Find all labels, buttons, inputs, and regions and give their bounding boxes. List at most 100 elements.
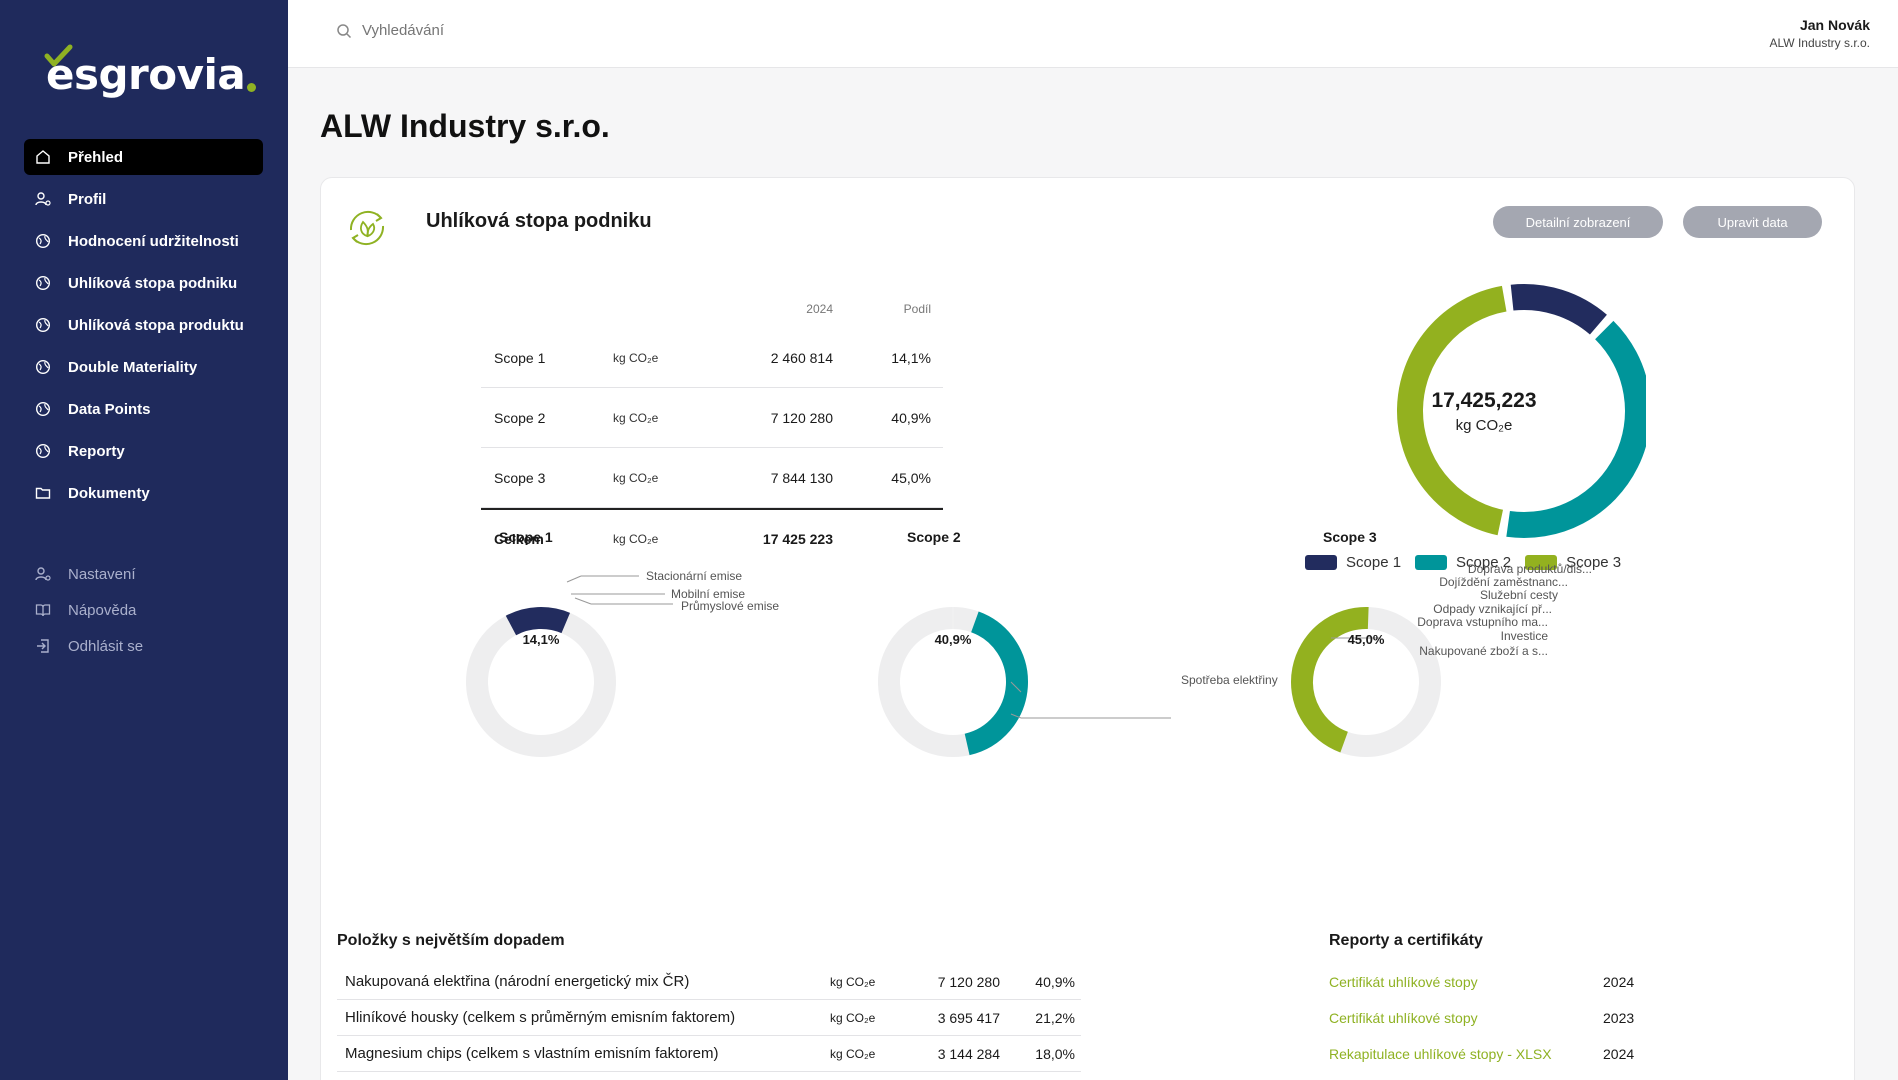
total-emissions-donut [1397,284,1646,538]
sidebar-item-label: Uhlíková stopa podniku [68,274,238,292]
mini-donut-track [466,607,616,757]
scope3-label: Dojíždění zaměstnanc... [1439,575,1568,589]
logo-check-icon [44,44,73,67]
sidebar-item-nápověda[interactable]: Nápověda [24,595,263,625]
sidebar-item-hodnocení-udržitelnosti[interactable]: Hodnocení udržitelnosti [24,223,263,259]
total-unit: kg CO₂e [613,532,659,546]
donut-total: 17,425,223 [1431,389,1537,412]
impact-share: 18,0% [1035,1045,1075,1062]
user-company: ALW Industry s.r.o. [1769,36,1870,50]
user-gear-icon [34,565,52,583]
impact-title: Položky s největším dopadem [337,932,565,949]
sidebar-item-dokumenty[interactable]: Dokumenty [24,475,263,511]
logo-text: esgrovia [46,50,246,99]
total-name: Celkem [494,531,544,547]
search-icon [337,23,352,38]
sidebar-item-odhlásit-se[interactable]: Odhlásit se [24,631,263,661]
leader-line [574,597,592,605]
folder-icon [34,484,52,502]
report-link[interactable]: Certifikát uhlíkové stopy [1329,1010,1478,1026]
leaf-cycle-icon [349,210,385,246]
card-title: Uhlíková stopa podniku [426,210,652,232]
legend-label: Scope 3 [1566,554,1622,571]
user-menu[interactable]: Jan Novák ALW Industry s.r.o. [1770,17,1870,50]
scope-name: Scope 1 [494,349,546,366]
scope1-center: 14,1% [522,632,560,647]
legend-swatch [1525,555,1558,570]
scope-share: 45,0% [891,469,931,486]
sidebar-item-label: Reporty [68,442,125,460]
scope-share: 40,9% [891,409,931,426]
carbon-footprint-card: Uhlíková stopa podniku Detailní zobrazen… [320,177,1855,1080]
detail-view-button[interactable]: Detailní zobrazení [1493,206,1663,238]
scope-value: 7 844 130 [770,469,833,486]
sidebar-item-profil[interactable]: Profil [24,181,263,217]
impact-name: Magnesium chips (celkem s vlastním emisn… [345,1045,719,1062]
scope-table: 2024 Podíl Scope 1 kg CO₂e 2 460 814 14,1% S… [481,290,943,568]
impact-unit: kg CO₂e [830,1010,876,1025]
search-input[interactable] [362,22,662,39]
reports-title: Reporty a certifikáty [1329,932,1483,949]
sidebar-item-label: Double Materiality [68,358,198,376]
impact-share: 40,9% [1035,973,1075,990]
user-name: Jan Novák [1799,17,1870,33]
sidebar-item-uhlíková-stopa-podniku[interactable]: Uhlíková stopa podniku [24,265,263,301]
legend-swatch [1415,555,1448,570]
total-value: 17 425 223 [762,531,833,547]
legend-item: Scope 3 [1525,554,1621,571]
legend-label: Scope 1 [1346,554,1402,571]
globe-icon [34,442,52,460]
sidebar: esgrovia Přehled Profil Hodnocení udržitel… [0,0,288,1080]
sidebar-item-uhlíková-stopa-produktu[interactable]: Uhlíková stopa produktu [24,307,263,343]
mini-donut-slice [505,607,571,636]
home-icon [34,148,52,166]
legend-label: Scope 2 [1456,554,1512,571]
sidebar-item-přehled[interactable]: Přehled [24,139,263,175]
table-row: Scope 1 kg CO₂e 2 460 814 14,1% [481,328,943,388]
sidebar-item-label: Nápověda [68,601,137,619]
report-link[interactable]: Rekapitulace uhlíkové stopy - XLSX [1329,1046,1552,1062]
report-year: 2023 [1603,1010,1635,1026]
sidebar-item-reporty[interactable]: Reporty [24,433,263,469]
scope-share: 14,1% [891,349,931,366]
donut-slice-scope-2 [1506,320,1646,538]
scope2-chart-title: Scope 2 [907,529,961,545]
table-total-row: Celkem kg CO₂e 17 425 223 [481,508,943,568]
donut-slice-scope-1 [1510,284,1607,335]
sidebar-item-label: Uhlíková stopa produktu [68,316,244,334]
report-year: 2024 [1603,1046,1635,1062]
impact-value: 3 695 417 [937,1009,1000,1026]
search-box[interactable] [336,22,662,39]
impact-row: Hliníkové housky (celkem s průměrným emi… [337,1000,1081,1036]
table-row: Scope 3 kg CO₂e 7 844 130 45,0% [481,448,943,508]
scope3-chart-title: Scope 3 [1323,529,1377,545]
impact-share: 21,2% [1035,1009,1075,1026]
sidebar-item-data-points[interactable]: Data Points [24,391,263,427]
sidebar-item-label: Dokumenty [68,484,150,502]
scope1-label: Stacionární emise [646,569,743,583]
donut-slice-scope-3 [1397,285,1507,536]
sidebar-item-nastavení[interactable]: Nastavení [24,559,263,589]
impact-table: Nakupovaná elektřina (národní energetick… [337,964,1081,1072]
legend-item: Scope 1 [1305,554,1401,571]
sidebar-item-label: Odhlásit se [68,637,144,655]
globe-icon [34,316,52,334]
legend-item: Scope 2 [1415,554,1511,571]
logo-dot [247,83,257,92]
sidebar-item-double-materiality[interactable]: Double Materiality [24,349,263,385]
scope3-center: 45,0% [1347,632,1385,647]
donut-legend: Scope 1 Scope 2 Scope 3 [1305,554,1635,571]
topbar: Jan Novák ALW Industry s.r.o. [288,0,1898,68]
globe-icon [34,400,52,418]
logo[interactable]: esgrovia [44,44,257,99]
logout-icon [34,637,52,655]
edit-data-button[interactable]: Upravit data [1683,206,1822,238]
globe-icon [34,232,52,250]
scope-unit: kg CO₂e [613,470,659,485]
table-row: Scope 2 kg CO₂e 7 120 280 40,9% [481,388,943,448]
impact-name: Nakupovaná elektřina (národní energetick… [345,973,690,990]
scope1-label: Průmyslové emise [681,599,780,613]
impact-value: 7 120 280 [937,973,1000,990]
user-icon [34,190,52,208]
report-link[interactable]: Certifikát uhlíkové stopy [1329,974,1478,990]
